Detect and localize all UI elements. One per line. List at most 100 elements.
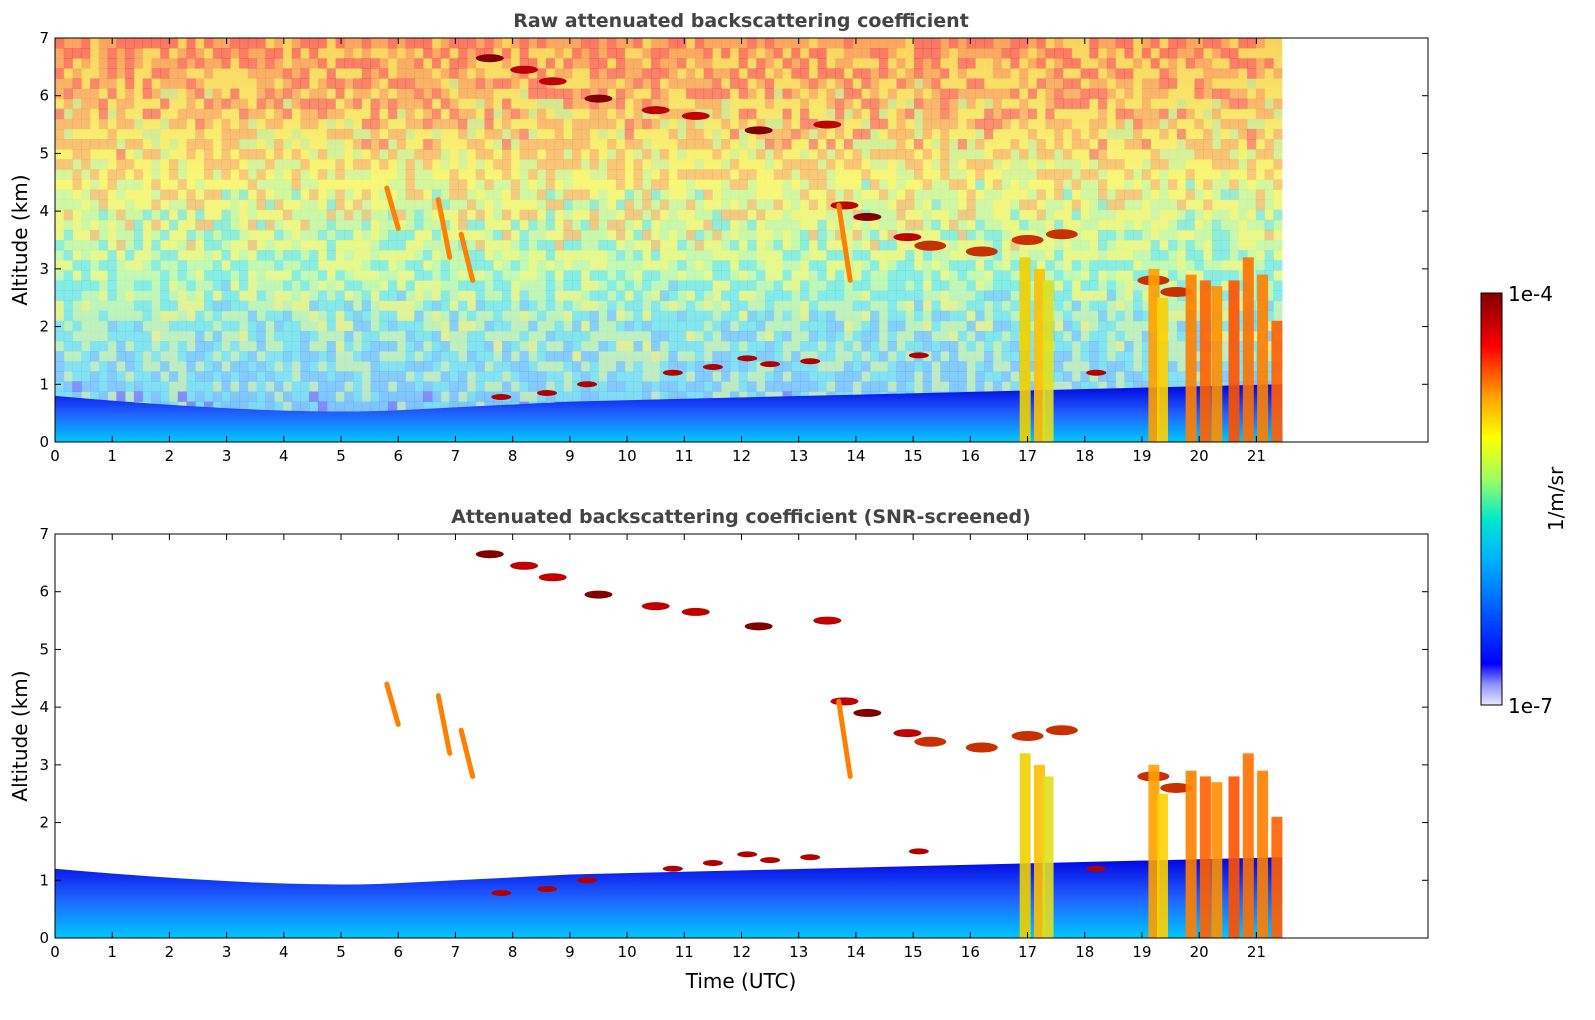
- noise-cell: [668, 391, 678, 403]
- noise-cell: [528, 128, 538, 140]
- noise-cell: [694, 78, 705, 89]
- noise-cell: [992, 68, 1003, 79]
- noise-cell: [659, 280, 670, 291]
- noise-cell: [528, 270, 538, 281]
- noise-cell: [55, 149, 65, 160]
- noise-cell: [449, 290, 459, 302]
- noise-cell: [572, 108, 582, 120]
- noise-cell: [975, 128, 985, 140]
- noise-cell: [992, 38, 1003, 49]
- noise-cell: [800, 38, 810, 49]
- noise-cell: [230, 229, 240, 241]
- noise-cell: [598, 189, 608, 201]
- noise-cell: [878, 300, 889, 312]
- noise-cell: [125, 280, 135, 291]
- noise-cell: [572, 371, 582, 382]
- noise-cell: [440, 391, 450, 403]
- noise-cell: [773, 320, 784, 332]
- noise-cell: [396, 219, 407, 231]
- noise-cell: [1133, 58, 1143, 69]
- noise-cell: [151, 219, 161, 231]
- noise-cell: [1098, 139, 1108, 150]
- noise-cell: [528, 371, 538, 382]
- noise-cell: [300, 250, 310, 261]
- noise-cell: [274, 169, 284, 180]
- noise-cell: [484, 128, 494, 140]
- noise-cell: [712, 58, 722, 69]
- noise-cell: [1124, 98, 1134, 110]
- noise-cell: [686, 98, 696, 110]
- noise-cell: [738, 118, 748, 130]
- noise-cell: [326, 179, 336, 190]
- noise-cell: [133, 240, 144, 251]
- noise-cell: [651, 199, 661, 211]
- noise-cell: [484, 381, 494, 392]
- noise-cell: [922, 189, 933, 201]
- noise-cell: [510, 179, 521, 190]
- noise-cell: [878, 118, 889, 130]
- noise-cell: [747, 300, 757, 312]
- noise-cell: [729, 179, 740, 190]
- noise-cell: [1027, 139, 1038, 150]
- noise-cell: [922, 38, 933, 49]
- noise-cell: [808, 108, 819, 120]
- noise-cell: [458, 78, 468, 89]
- noise-cell: [177, 209, 187, 221]
- noise-cell: [519, 270, 529, 281]
- noise-cell: [204, 280, 214, 291]
- noise-cell: [738, 270, 748, 281]
- noise-cell: [642, 240, 652, 251]
- noise-cell: [782, 118, 792, 130]
- noise-cell: [247, 371, 258, 382]
- noise-cell: [204, 159, 214, 170]
- noise-cell: [186, 98, 196, 110]
- noise-cell: [388, 240, 398, 251]
- noise-cell: [992, 98, 1003, 110]
- noise-cell: [274, 139, 284, 150]
- noise-cell: [1045, 108, 1055, 120]
- noise-cell: [949, 270, 959, 281]
- noise-cell: [502, 128, 512, 140]
- noise-cell: [212, 320, 223, 332]
- noise-cell: [651, 280, 661, 291]
- noise-cell: [1124, 229, 1134, 241]
- noise-cell: [133, 169, 144, 180]
- noise-cell: [423, 169, 433, 180]
- noise-cell: [300, 229, 310, 241]
- noise-cell: [493, 58, 503, 69]
- noise-cell: [475, 240, 485, 251]
- noise-cell: [142, 88, 152, 100]
- noise-cell: [607, 361, 617, 372]
- noise-cell: [887, 371, 897, 382]
- noise-cell: [98, 199, 109, 211]
- noise-cell: [773, 139, 784, 150]
- noise-cell: [1080, 290, 1090, 302]
- noise-cell: [721, 169, 731, 180]
- noise-cell: [764, 209, 775, 221]
- noise-cell: [966, 219, 976, 231]
- noise-cell: [764, 88, 775, 100]
- noise-cell: [449, 270, 459, 281]
- noise-cell: [431, 128, 442, 140]
- noise-cell: [1010, 229, 1020, 241]
- noise-cell: [791, 310, 801, 322]
- noise-cell: [510, 381, 521, 392]
- noise-cell: [922, 179, 933, 190]
- noise-cell: [1115, 98, 1125, 110]
- noise-cell: [756, 38, 766, 49]
- noise-cell: [615, 58, 626, 69]
- noise-cell: [694, 98, 705, 110]
- noise-cell: [484, 48, 494, 59]
- noise-cell: [1098, 149, 1108, 160]
- noise-cell: [204, 229, 214, 241]
- noise-cell: [353, 351, 363, 362]
- noise-cell: [458, 199, 468, 211]
- noise-cell: [642, 209, 652, 221]
- noise-cell: [353, 250, 363, 261]
- noise-cell: [563, 98, 573, 110]
- noise-cell: [615, 179, 626, 190]
- noise-cell: [379, 128, 389, 140]
- noise-cell: [957, 98, 968, 110]
- noise-cell: [247, 58, 258, 69]
- noise-cell: [940, 371, 950, 382]
